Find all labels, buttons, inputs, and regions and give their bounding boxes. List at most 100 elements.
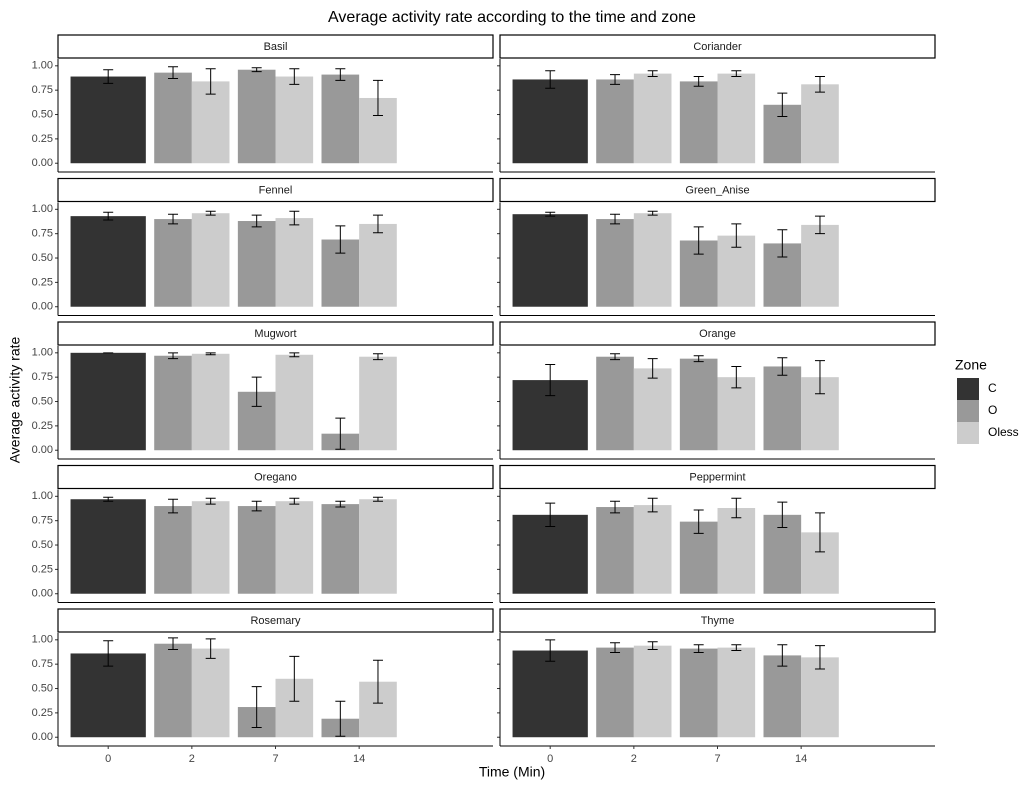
bar <box>154 506 192 594</box>
error-bar <box>545 364 556 397</box>
y-tick-label: 1.00 <box>32 490 53 502</box>
x-axis-label: Time (Min) <box>479 764 545 780</box>
strip <box>57 177 494 203</box>
bar <box>154 219 192 307</box>
bar <box>801 224 839 307</box>
error-bar <box>103 496 114 502</box>
error-bar <box>289 68 300 85</box>
error-bar <box>731 70 742 78</box>
y-tick-label: 0.00 <box>32 731 53 743</box>
error-bar <box>693 509 704 534</box>
bar <box>596 647 634 738</box>
error-bar <box>103 211 114 221</box>
error-bar <box>647 210 658 216</box>
strip <box>499 608 936 633</box>
error-bar <box>251 500 262 512</box>
strip <box>499 321 936 346</box>
error-bar <box>814 76 825 93</box>
error-bar <box>168 66 179 79</box>
bar <box>191 648 230 738</box>
error-bar <box>335 500 346 508</box>
bar <box>717 73 756 164</box>
error-bar <box>610 642 621 653</box>
strip-label: Thyme <box>701 615 735 627</box>
error-bar <box>251 67 262 73</box>
bar <box>154 72 192 164</box>
error-bar <box>251 376 262 407</box>
error-bar <box>168 213 179 225</box>
error-bar <box>777 229 788 258</box>
error-bar <box>103 69 114 84</box>
bar <box>237 506 276 594</box>
bar <box>596 219 634 307</box>
error-bar <box>731 497 742 519</box>
error-bar <box>647 70 658 78</box>
bar <box>70 499 146 594</box>
y-tick-label: 0.75 <box>32 84 53 96</box>
strip-label: Green_Anise <box>685 184 749 196</box>
bar <box>359 499 397 594</box>
bar <box>359 356 397 451</box>
bar <box>512 79 588 164</box>
bar <box>512 514 588 594</box>
bar <box>679 648 718 738</box>
bar <box>596 507 634 594</box>
error-bar <box>545 639 556 662</box>
y-tick-label: 0.50 <box>32 108 53 120</box>
x-tick-label: 14 <box>795 753 807 765</box>
bar <box>191 213 230 307</box>
strip <box>57 34 494 59</box>
y-tick-label: 0.75 <box>32 515 53 527</box>
bar <box>191 353 230 451</box>
error-bar <box>693 355 704 363</box>
legend-key <box>957 378 979 400</box>
bar <box>70 653 146 738</box>
bar <box>237 221 276 307</box>
error-bar <box>372 496 383 502</box>
error-bar <box>251 214 262 228</box>
error-bar <box>647 641 658 651</box>
error-bar <box>289 210 300 226</box>
error-bar <box>372 214 383 234</box>
x-tick-label: 0 <box>547 753 553 765</box>
bar <box>633 73 672 164</box>
error-bar <box>372 79 383 116</box>
bar <box>633 645 672 738</box>
bar <box>154 355 192 451</box>
error-bar <box>545 70 556 89</box>
error-bar <box>335 700 346 737</box>
bar <box>191 81 230 164</box>
strip <box>499 34 936 59</box>
error-bar <box>545 211 556 217</box>
y-tick-label: 0.50 <box>32 682 53 694</box>
error-bar <box>693 644 704 653</box>
error-bar <box>205 352 216 356</box>
strip-label: Oregano <box>254 471 297 483</box>
error-bar <box>814 645 825 670</box>
y-tick-label: 1.00 <box>32 60 53 72</box>
error-bar <box>205 638 216 659</box>
y-tick-label: 0.00 <box>32 157 53 169</box>
strip-label: Basil <box>264 41 288 53</box>
strip <box>499 177 936 203</box>
strip <box>499 464 936 490</box>
y-tick-label: 0.50 <box>32 252 53 264</box>
bar <box>679 81 718 164</box>
error-bar <box>693 76 704 87</box>
legend-label: Oless <box>988 425 1019 439</box>
strip-label: Mugwort <box>254 328 296 340</box>
strip-label: Peppermint <box>689 471 745 483</box>
error-bar <box>814 512 825 553</box>
strip <box>57 608 494 633</box>
bar <box>191 501 230 594</box>
bar <box>717 508 756 594</box>
y-tick-label: 0.50 <box>32 539 53 551</box>
strip-label: Orange <box>699 328 736 340</box>
error-bar <box>610 500 621 514</box>
bar <box>70 216 146 307</box>
strip <box>57 321 494 346</box>
bar <box>359 223 397 307</box>
error-bar <box>205 497 216 505</box>
bar <box>633 368 672 451</box>
y-tick-label: 0.25 <box>32 707 53 719</box>
